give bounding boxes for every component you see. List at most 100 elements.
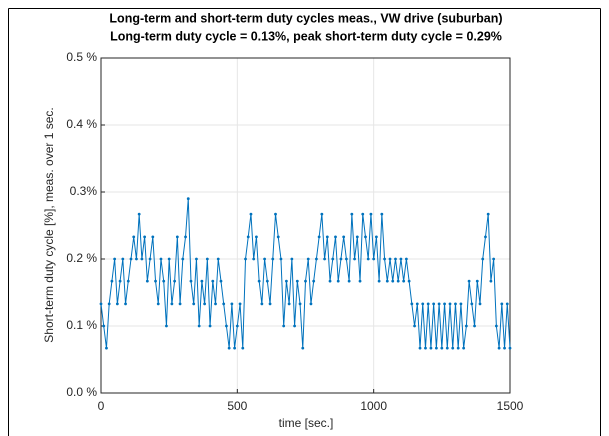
data-point: [156, 302, 160, 306]
plot-area: [101, 58, 510, 393]
data-point: [227, 346, 231, 350]
data-point: [355, 235, 359, 239]
data-point: [486, 212, 490, 216]
data-point: [162, 279, 166, 283]
data-point: [129, 257, 133, 261]
data-point: [235, 324, 239, 328]
data-point: [287, 302, 291, 306]
data-point: [415, 302, 419, 306]
data-point: [339, 257, 343, 261]
y-tick-label: 0.1 %: [66, 318, 97, 332]
data-point: [105, 346, 108, 350]
x-tick-label: 500: [227, 399, 247, 413]
data-point: [402, 279, 406, 283]
data-point: [195, 257, 198, 261]
data-point: [445, 346, 449, 350]
data-point: [443, 302, 446, 306]
data-point: [353, 257, 356, 261]
data-point: [115, 302, 119, 306]
data-point: [293, 324, 296, 328]
data-point: [459, 302, 463, 306]
data-point: [184, 235, 187, 239]
data-point: [257, 279, 261, 283]
data-point: [135, 257, 138, 261]
chart-subtitle: Long-term duty cycle = 0.13%, peak short…: [110, 29, 502, 43]
data-point: [391, 279, 395, 283]
data-point: [404, 257, 408, 261]
data-point: [137, 212, 141, 216]
data-point: [440, 346, 444, 350]
data-point: [268, 302, 272, 306]
data-point: [372, 257, 376, 261]
data-point: [377, 279, 381, 283]
data-point: [481, 257, 485, 261]
data-point: [505, 302, 509, 306]
data-point: [216, 257, 220, 261]
data-point: [159, 257, 163, 261]
data-point: [252, 257, 256, 261]
data-point: [102, 324, 106, 328]
data-point: [426, 302, 430, 306]
data-point: [246, 235, 250, 239]
data-point: [233, 346, 237, 350]
data-point: [203, 302, 207, 306]
data-point: [462, 346, 466, 350]
data-point: [276, 235, 280, 239]
data-point: [143, 235, 147, 239]
data-point: [208, 324, 212, 328]
data-point: [325, 235, 329, 239]
x-tick-label: 1000: [360, 399, 387, 413]
data-point: [170, 302, 174, 306]
data-point: [323, 257, 326, 261]
data-point: [151, 235, 155, 239]
data-point: [418, 346, 422, 350]
data-point: [369, 212, 373, 216]
data-point: [385, 279, 389, 283]
data-point: [432, 302, 436, 306]
data-point: [451, 346, 455, 350]
data-point: [290, 257, 294, 261]
x-axis-label: time [sec.]: [279, 416, 334, 430]
y-tick-label: 0.5 %: [66, 50, 97, 64]
data-point: [467, 279, 471, 283]
data-point: [410, 302, 414, 306]
data-point: [148, 257, 152, 261]
data-point: [315, 257, 318, 261]
data-point: [219, 279, 223, 283]
data-point: [271, 257, 275, 261]
data-point: [492, 257, 496, 261]
data-point: [154, 279, 157, 283]
data-point: [508, 346, 512, 350]
data-point: [145, 279, 149, 283]
data-point: [478, 302, 482, 306]
data-point: [309, 302, 313, 306]
data-point: [222, 302, 226, 306]
data-point: [285, 279, 288, 283]
data-point: [230, 302, 234, 306]
data-point: [244, 257, 247, 261]
data-point: [140, 257, 144, 261]
data-point: [500, 302, 504, 306]
data-point: [197, 324, 201, 328]
data-point: [489, 279, 493, 283]
data-point: [274, 212, 277, 216]
data-point: [374, 235, 378, 239]
data-point: [132, 235, 136, 239]
data-point: [189, 279, 193, 283]
data-point: [328, 279, 332, 283]
data-point: [173, 279, 177, 283]
data-point: [345, 257, 348, 261]
data-point: [454, 302, 457, 306]
x-tick-label: 1500: [497, 399, 524, 413]
data-point: [99, 302, 103, 306]
data-point: [394, 257, 397, 261]
data-point: [263, 257, 266, 261]
data-point: [113, 257, 117, 261]
data-point: [358, 279, 362, 283]
data-point: [421, 302, 425, 306]
data-point: [383, 257, 386, 261]
data-point: [126, 279, 130, 283]
chart-title: Long-term and short-term duty cycles mea…: [109, 11, 502, 25]
